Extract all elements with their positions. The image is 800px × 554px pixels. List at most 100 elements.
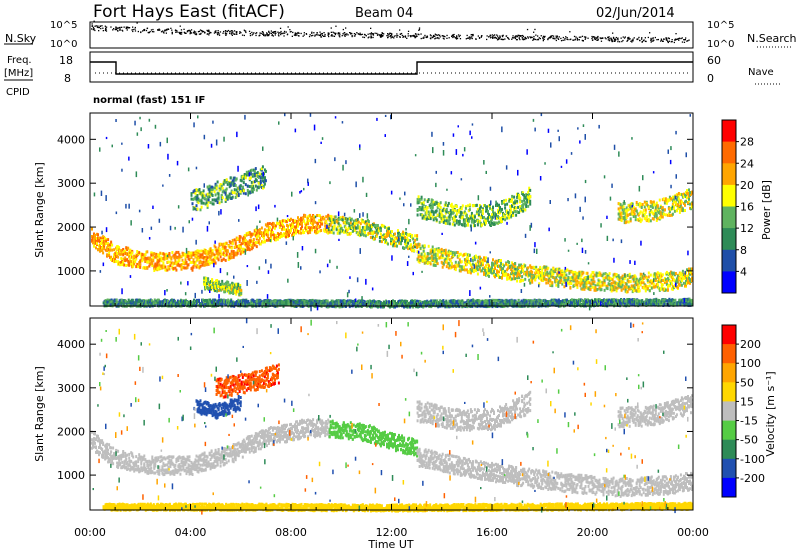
echo-cell <box>505 273 508 277</box>
noise-point <box>499 37 501 39</box>
noise-point <box>667 40 669 43</box>
echo-cell <box>450 265 453 269</box>
echo-cell <box>152 259 155 262</box>
echo-cell <box>434 264 437 267</box>
echo-cell <box>423 252 426 256</box>
noise-point <box>333 32 335 34</box>
echo-cell <box>419 246 422 250</box>
echo-cell <box>566 268 569 272</box>
noise-point <box>96 26 99 28</box>
noise-point <box>407 33 409 35</box>
echo-cell <box>481 263 484 267</box>
noise-point <box>524 38 526 41</box>
echo-cell <box>672 207 675 211</box>
echo-cell <box>673 209 676 213</box>
noise-point <box>208 32 211 34</box>
noise-point <box>644 37 646 39</box>
echo-cell <box>273 236 276 240</box>
noise-point <box>148 31 150 34</box>
echo-cell <box>481 267 484 271</box>
echo-cell <box>688 267 690 271</box>
echo-cell <box>251 243 254 247</box>
echo-cell <box>355 231 358 235</box>
noise-point <box>567 38 569 41</box>
echo-cell <box>446 204 449 208</box>
echo-cell <box>310 215 313 219</box>
echo-cell <box>511 277 514 281</box>
echo-cell <box>277 222 280 225</box>
noise-point <box>417 33 419 35</box>
noise-point <box>506 37 509 39</box>
noise-point <box>264 34 266 37</box>
echo-cell <box>648 284 651 288</box>
noise-point <box>331 34 333 36</box>
echo-cell <box>455 205 458 208</box>
echo-cell <box>100 242 102 245</box>
echo-cell <box>166 256 169 260</box>
echo-cell <box>629 219 632 223</box>
echo-cell <box>473 258 476 262</box>
noise-point <box>146 27 148 30</box>
echo-cell <box>413 249 416 253</box>
echo-cell <box>227 284 230 288</box>
echo-cell <box>120 249 123 253</box>
echo-cell <box>638 289 641 293</box>
echo-cell <box>615 273 618 276</box>
noise-point <box>361 33 363 35</box>
noise-point <box>324 33 326 36</box>
echo-cell <box>190 197 193 201</box>
echo-cell <box>537 270 540 274</box>
echo-cell <box>444 221 447 225</box>
echo-cell <box>221 279 224 283</box>
echo-cell <box>646 285 649 289</box>
noise-point <box>225 33 228 35</box>
echo-cell <box>137 265 140 269</box>
echo-cell <box>209 201 212 205</box>
echo-cell <box>222 251 225 255</box>
noise-point <box>478 37 481 39</box>
echo-cell <box>158 259 161 263</box>
echo-cell <box>400 242 402 246</box>
echo-cell <box>337 222 340 226</box>
noise-point <box>134 30 137 32</box>
noise-point <box>163 30 166 32</box>
noise-point <box>341 35 343 37</box>
echo-cell <box>527 195 530 199</box>
echo-cell <box>256 171 259 175</box>
noise-point <box>542 38 544 40</box>
echo-cell <box>311 226 314 230</box>
echo-cell <box>410 243 413 247</box>
echo-cell <box>392 234 394 238</box>
noise-point <box>290 30 292 33</box>
noise-point <box>617 39 619 41</box>
echo-cell <box>146 260 149 264</box>
echo-cell <box>665 280 668 283</box>
echo-cell <box>510 210 513 214</box>
echo-cell <box>108 299 111 303</box>
echo-cell <box>484 269 486 272</box>
echo-cell <box>281 221 283 225</box>
echo-cell <box>654 206 657 210</box>
noise-point <box>262 31 264 33</box>
echo-cell <box>542 274 545 278</box>
noise-point <box>560 40 563 42</box>
echo-cell <box>320 229 323 232</box>
echo-cell <box>531 280 534 284</box>
echo-cell <box>576 279 579 283</box>
echo-cell <box>620 285 623 289</box>
echo-cell <box>634 215 637 218</box>
echo-cell <box>601 274 604 278</box>
noise-point <box>253 32 255 34</box>
echo-cell <box>608 272 611 276</box>
noise-point <box>268 34 270 36</box>
echo-cell <box>390 240 392 244</box>
noise-point <box>418 33 420 36</box>
echo-cell <box>406 244 409 248</box>
echo-cell <box>626 277 629 281</box>
echo-cell <box>656 283 659 287</box>
echo-cell <box>189 260 192 264</box>
noise-point <box>183 31 185 33</box>
echo-cell <box>420 255 423 259</box>
echo-cell <box>272 222 275 226</box>
echo-cell <box>108 251 111 255</box>
